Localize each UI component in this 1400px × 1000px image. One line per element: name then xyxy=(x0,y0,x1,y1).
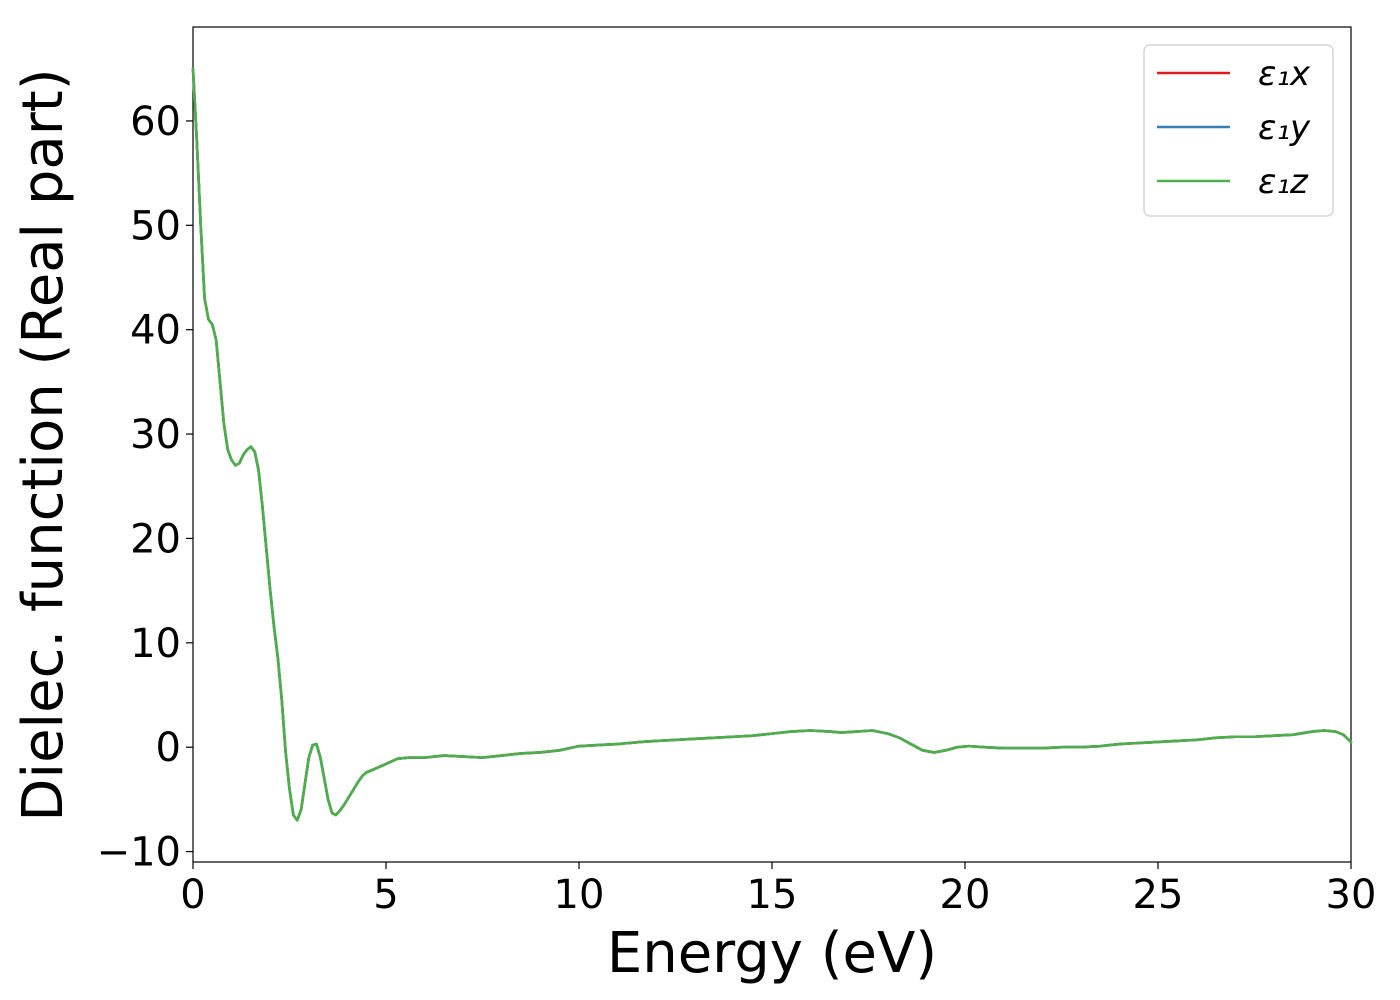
series-line-3 xyxy=(191,67,1353,822)
x-tick-label: 15 xyxy=(747,872,798,918)
x-tick-label: 20 xyxy=(940,872,991,918)
y-tick-label: 40 xyxy=(130,308,181,354)
x-axis-title: Energy (eV) xyxy=(607,921,937,986)
x-tick-label: 10 xyxy=(554,872,605,918)
legend-label: ε₁x xyxy=(1258,54,1311,94)
legend-label: ε₁y xyxy=(1258,108,1311,148)
y-tick-label: 60 xyxy=(130,99,181,145)
y-tick-label: 50 xyxy=(130,203,181,249)
y-tick-label: −10 xyxy=(97,830,181,876)
y-tick-label: 10 xyxy=(130,621,181,667)
y-tick-label: 30 xyxy=(130,412,181,458)
series-layer xyxy=(191,67,1353,822)
x-tick-label: 25 xyxy=(1133,872,1184,918)
x-tick-label: 30 xyxy=(1326,872,1377,918)
y-axis-title: Dielec. function (Real part) xyxy=(11,68,76,821)
legend-box xyxy=(1143,44,1334,217)
x-axis-ticks: 0 5 10 15 20 25 30 xyxy=(180,862,1376,918)
x-tick-label: 0 xyxy=(180,872,205,918)
x-tick-label: 5 xyxy=(373,872,398,918)
y-tick-label: 20 xyxy=(130,516,181,562)
legend-label: ε₁z xyxy=(1258,162,1309,202)
legend: ε₁x ε₁y ε₁z xyxy=(1143,44,1334,217)
y-axis-ticks: −10 0 10 20 30 40 50 60 xyxy=(97,99,193,876)
y-tick-label: 0 xyxy=(156,725,181,771)
legend-entries: ε₁x ε₁y ε₁z xyxy=(1157,54,1311,202)
